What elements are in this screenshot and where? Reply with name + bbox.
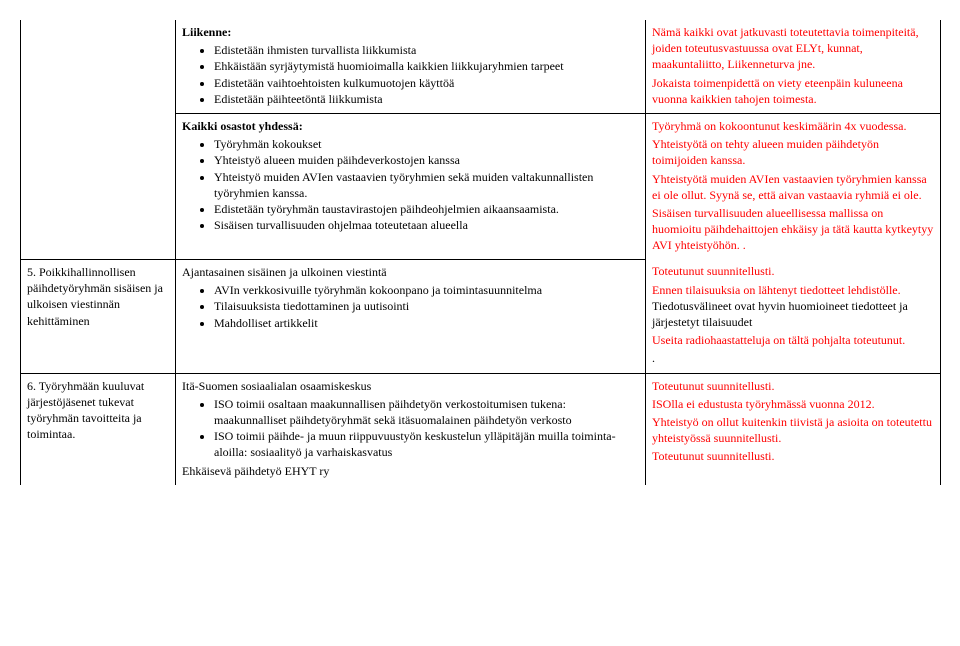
bullet: Edistetään päihteetöntä liikkumista	[214, 91, 639, 107]
bullet: Edistetään työryhmän taustavirastojen pä…	[214, 201, 639, 217]
bullet: Yhteistyö alueen muiden päihdeverkostoje…	[214, 152, 639, 168]
row3-bullets: AVIn verkkosivuille työryhmän kokoonpano…	[182, 282, 639, 331]
row4-tail: Ehkäisevä päihdetyö EHYT ry	[182, 463, 639, 479]
row1-heading: Liikenne:	[182, 24, 639, 40]
row4-bullets: ISO toimii osaltaan maakunnallisen päihd…	[182, 396, 639, 461]
row4-middle: Itä-Suomen sosiaalialan osaamiskeskus IS…	[176, 373, 646, 485]
note: Työryhmä on kokoontunut keskimäärin 4x v…	[652, 118, 934, 134]
row1-bullets: Edistetään ihmisten turvallista liikkumi…	[182, 42, 639, 107]
note-mixed: Ennen tilaisuuksia on lähtenyt tiedottee…	[652, 282, 934, 331]
row4-right: Toteutunut suunnitellusti. ISOlla ei edu…	[646, 373, 941, 485]
row3-left: 5. Poikkihallinnollisen päihdetyöryhmän …	[21, 259, 176, 373]
row3-heading: Ajantasainen sisäinen ja ulkoinen viesti…	[182, 264, 639, 280]
bullet: Mahdolliset artikkelit	[214, 315, 639, 331]
bullet: ISO toimii päihde- ja muun riippuvuustyö…	[214, 428, 639, 460]
note: .	[652, 350, 934, 366]
row4-heading: Itä-Suomen sosiaalialan osaamiskeskus	[182, 378, 639, 394]
row3-middle: Ajantasainen sisäinen ja ulkoinen viesti…	[176, 259, 646, 373]
bullet: Sisäisen turvallisuuden ohjelmaa toteute…	[214, 217, 639, 233]
note: Jokaista toimenpidettä on viety eteenpäi…	[652, 75, 934, 107]
note: Useita radiohaastatteluja on tältä pohja…	[652, 332, 934, 348]
bullet: Yhteistyö muiden AVIen vastaavien työryh…	[214, 169, 639, 201]
bullet: AVIn verkkosivuille työryhmän kokoonpano…	[214, 282, 639, 298]
row1-right: Nämä kaikki ovat jatkuvasti toteutettavi…	[646, 20, 941, 113]
row2-heading: Kaikki osastot yhdessä:	[182, 118, 639, 134]
note: Sisäisen turvallisuuden alueellisessa ma…	[652, 205, 934, 254]
note: Toteutunut suunnitellusti.	[652, 263, 934, 279]
row3-right: Toteutunut suunnitellusti. Ennen tilaisu…	[646, 259, 941, 373]
note: ISOlla ei edustusta työryhmässä vuonna 2…	[652, 396, 934, 412]
bullet: Ehkäistään syrjäytymistä huomioimalla ka…	[214, 58, 639, 74]
row1-2-left	[21, 20, 176, 259]
note: Toteutunut suunnitellusti.	[652, 378, 934, 394]
document-table: Liikenne: Edistetään ihmisten turvallist…	[20, 20, 941, 485]
row2-bullets: Työryhmän kokoukset Yhteistyö alueen mui…	[182, 136, 639, 233]
bullet: ISO toimii osaltaan maakunnallisen päihd…	[214, 396, 639, 428]
row4-left: 6. Työryhmään kuuluvat järjestöjäsenet t…	[21, 373, 176, 485]
bullet: Edistetään ihmisten turvallista liikkumi…	[214, 42, 639, 58]
row1-middle: Liikenne: Edistetään ihmisten turvallist…	[176, 20, 646, 113]
note: Toteutunut suunnitellusti.	[652, 448, 934, 464]
note: Yhteistyö on ollut kuitenkin tiivistä ja…	[652, 414, 934, 446]
bullet: Edistetään vaihtoehtoisten kulkumuotojen…	[214, 75, 639, 91]
row2-middle: Kaikki osastot yhdessä: Työryhmän kokouk…	[176, 113, 646, 259]
bullet: Tilaisuuksista tiedottaminen ja uutisoin…	[214, 298, 639, 314]
row2-right: Työryhmä on kokoontunut keskimäärin 4x v…	[646, 113, 941, 259]
note: Yhteistyötä on tehty alueen muiden päihd…	[652, 136, 934, 168]
note: Yhteistyötä muiden AVIen vastaavien työr…	[652, 171, 934, 203]
bullet: Työryhmän kokoukset	[214, 136, 639, 152]
note: Nämä kaikki ovat jatkuvasti toteutettavi…	[652, 24, 934, 73]
